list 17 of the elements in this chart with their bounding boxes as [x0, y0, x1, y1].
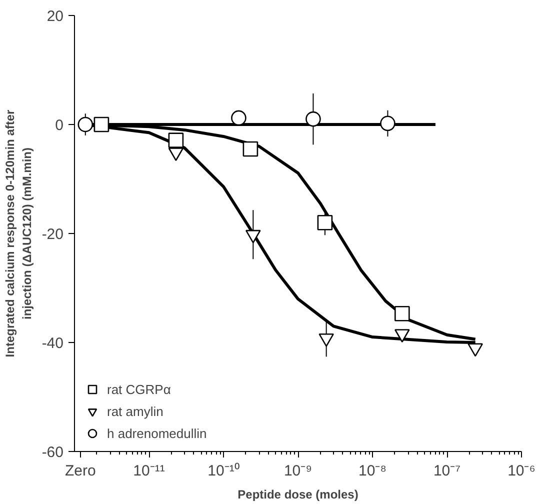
x-tick-label: Zero: [64, 462, 96, 480]
legend-label: h adrenomedullin: [107, 426, 207, 440]
legend-label: rat amylin: [107, 404, 164, 418]
y-tick-label: -60: [42, 444, 64, 461]
legend-label: rat CGRPα: [107, 382, 171, 396]
x-tick-label: 10⁻¹⁰: [208, 462, 240, 480]
x-tick-label: 10⁻⁸: [358, 462, 387, 480]
y-tick-label: -40: [42, 335, 64, 352]
x-axis-title: Peptide dose (moles): [238, 488, 358, 502]
x-tick-label: 10⁻¹¹: [133, 462, 165, 480]
x-tick-label: 10⁻⁷: [433, 462, 461, 480]
x-tick-label: 10⁻⁹: [284, 462, 312, 480]
x-tick-label: 10⁻⁶: [508, 462, 536, 480]
y-axis-title: Integrated calcium response 0-120min after injection (ΔAUC120) (mM.min): [3, 109, 34, 358]
y-tick-label: 0: [55, 117, 64, 134]
y-tick-label: -20: [42, 226, 64, 243]
y-tick-label: 20: [46, 8, 64, 25]
